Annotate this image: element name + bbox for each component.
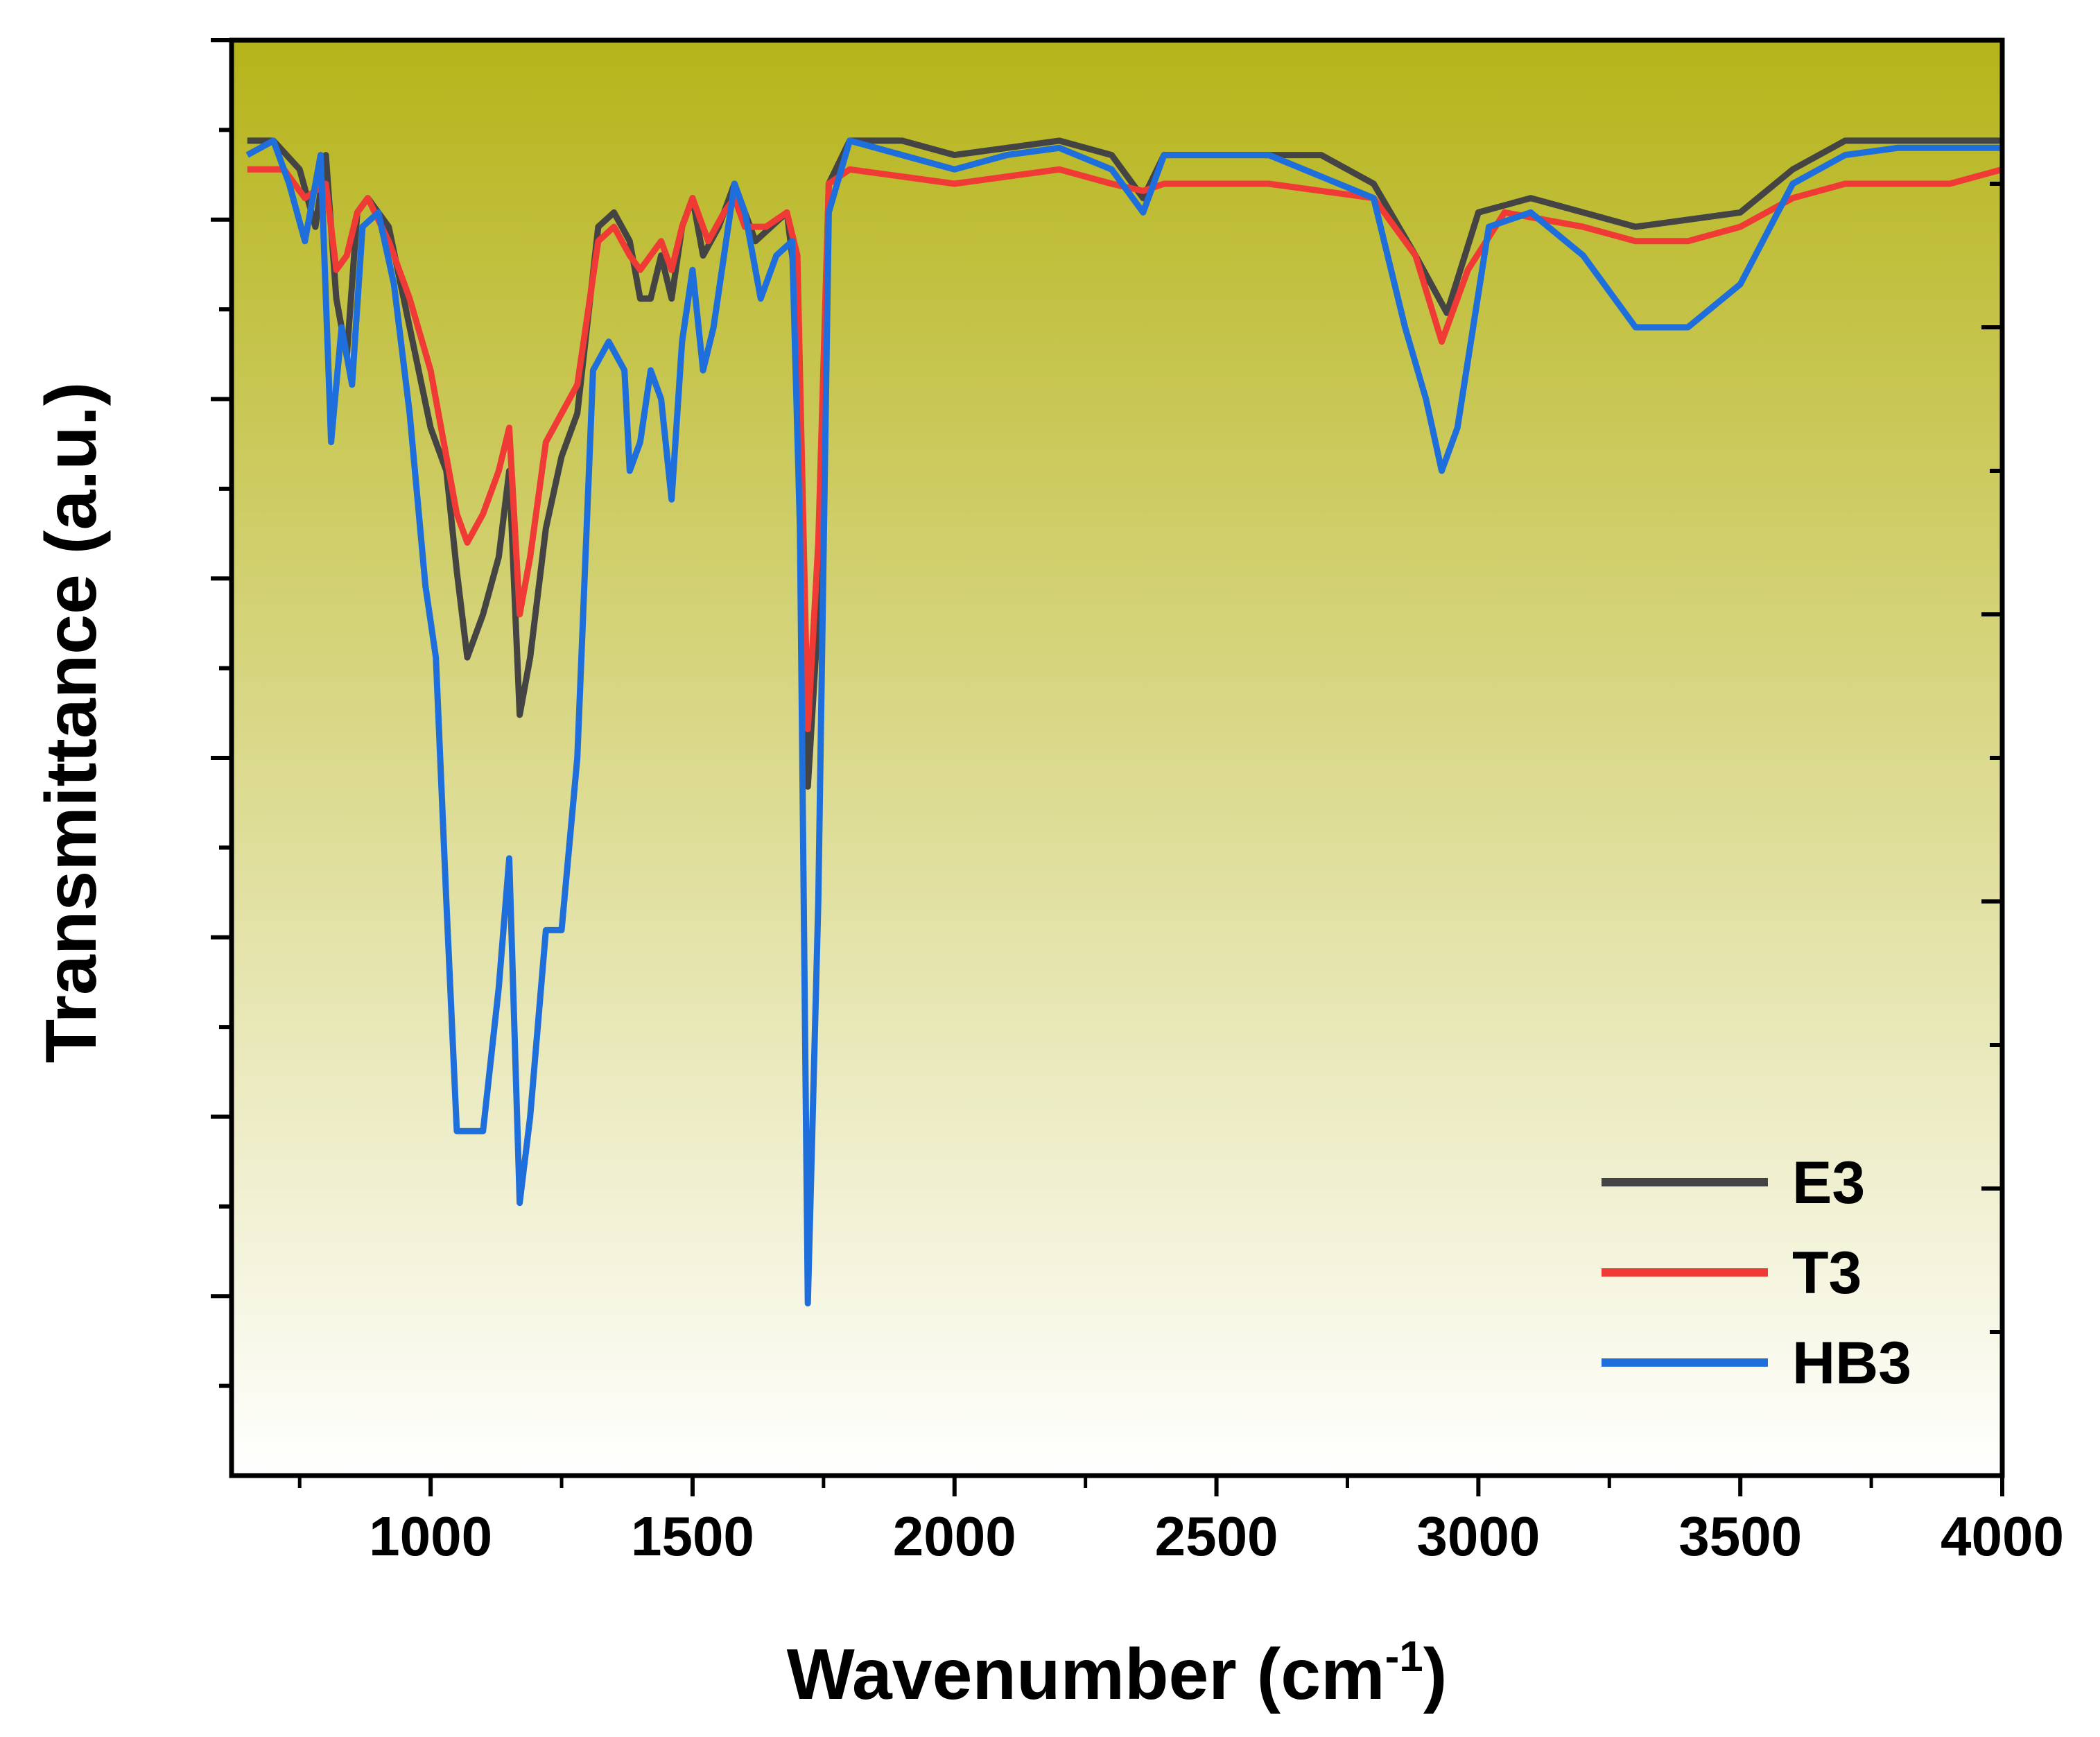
series-layer: [245, 137, 2002, 1307]
x-tick-label: 1500: [631, 1505, 754, 1567]
x-tick-label: 4000: [1941, 1505, 2064, 1567]
y-axis-title: Transmittance (a.u.): [31, 382, 112, 1063]
x-axis-title: Wavenumber (cm-1): [787, 1633, 1448, 1715]
x-tick-label: 2500: [1155, 1505, 1278, 1567]
y-axis-ticks: [211, 38, 2002, 1388]
x-tick-label: 1000: [369, 1505, 492, 1567]
legend: E3 T3 HB3: [1602, 1150, 1911, 1397]
legend-label-t3: T3: [1792, 1240, 1862, 1306]
series-line-t3: [247, 166, 2002, 733]
plot-background: [232, 40, 2002, 1476]
x-tick-label: 2000: [893, 1505, 1016, 1567]
legend-label-e3: E3: [1792, 1150, 1865, 1216]
series-line-hb3: [245, 137, 2002, 1307]
legend-label-hb3: HB3: [1792, 1330, 1911, 1397]
x-tick-label: 3500: [1678, 1505, 1802, 1567]
x-axis-ticks: 1000 1500 2000 2500 3000 3500 4000: [297, 1476, 2064, 1567]
x-tick-label: 3000: [1416, 1505, 1540, 1567]
